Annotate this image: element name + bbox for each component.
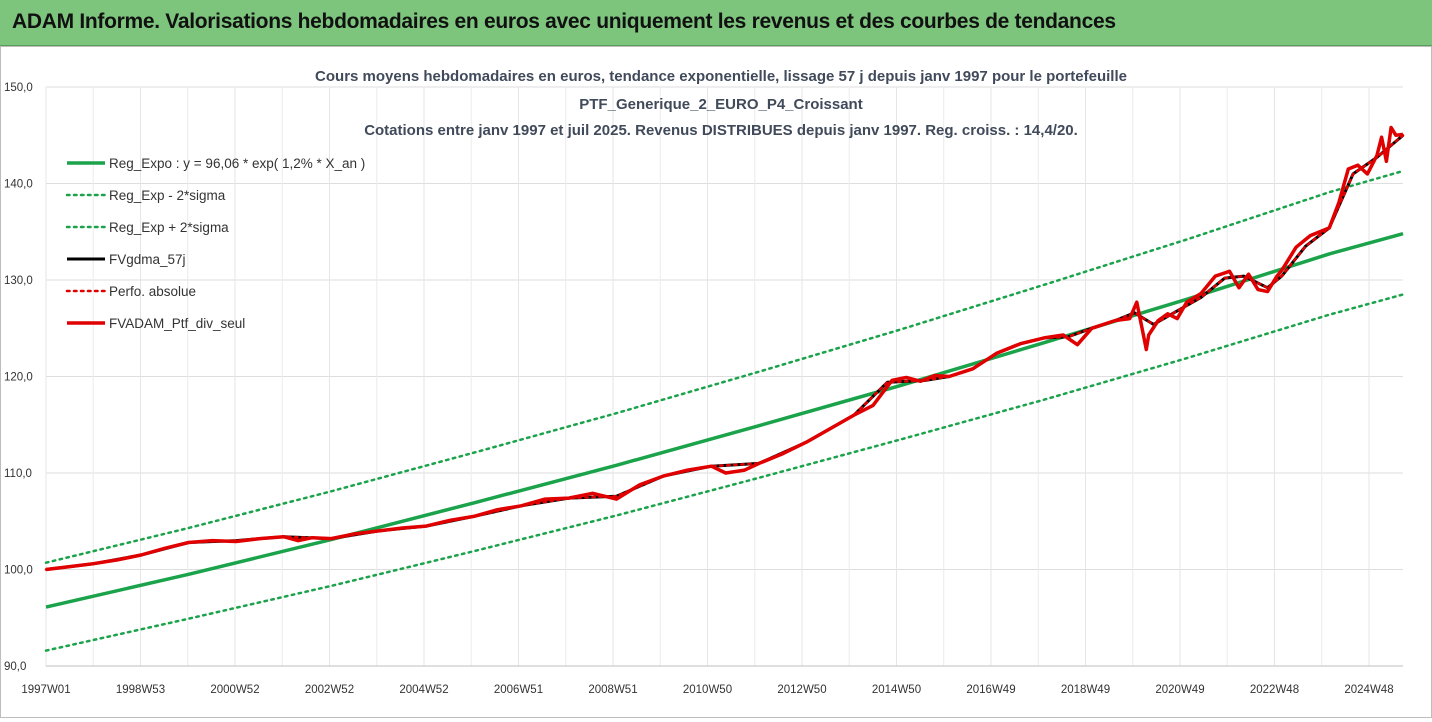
chart-title-line-2: PTF_Generique_2_EURO_P4_Croissant (579, 96, 862, 113)
series-line-4 (44, 134, 1405, 571)
y-tick-label: 110,0 (4, 468, 32, 480)
series-line-3 (45, 134, 1404, 571)
x-tick-label: 2024W48 (1344, 684, 1393, 696)
y-tick-label: 100,0 (4, 565, 33, 577)
grid-layer (45, 86, 1403, 667)
x-tick-label: 1997W01 (21, 684, 70, 696)
chart-frame: 90,0 100,0 110,0 120,0 130,0 140,0 150,0 1997W0… (0, 46, 1432, 718)
series-line-1 (44, 293, 1405, 652)
x-tick-label: 2012W50 (777, 684, 826, 696)
x-tick-label: 1998W53 (116, 684, 165, 696)
x-tick-label: 2016W49 (966, 684, 1015, 696)
x-tick-label: 2018W49 (1061, 684, 1110, 696)
x-tick-label: 2000W52 (210, 684, 259, 696)
series-layer (44, 125, 1405, 652)
x-tick-label: 2004W52 (399, 684, 448, 696)
x-tick-label: 2008W51 (588, 684, 637, 696)
line-chart: 90,0 100,0 110,0 120,0 130,0 140,0 150,0 1997W0… (4, 68, 1405, 696)
chart-title-line-1: Cours moyens hebdomadaires en euros, ten… (315, 68, 1127, 85)
x-tick-label: 2022W48 (1250, 684, 1299, 696)
report-title: ADAM Informe. Valorisations hebdomadaire… (12, 10, 1116, 33)
legend-label: Reg_Exp + 2*sigma (109, 220, 229, 235)
chart-title: Cours moyens hebdomadaires en euros, ten… (315, 68, 1127, 139)
chart-title-line-3: Cotations entre janv 1997 et juil 2025. … (364, 122, 1078, 139)
x-tick-label: 2006W51 (494, 684, 543, 696)
x-tick-label: 2014W50 (872, 684, 921, 696)
x-tick-label: 2020W49 (1155, 684, 1204, 696)
axis-layer: 90,0 100,0 110,0 120,0 130,0 140,0 150,0 1997W0… (4, 82, 1403, 696)
series-line-2 (44, 169, 1405, 564)
y-tick-label: 90,0 (4, 661, 26, 673)
legend-label: FVADAM_Ptf_div_seul (109, 316, 245, 331)
legend-label: Reg_Exp - 2*sigma (109, 188, 226, 203)
legend-label: Reg_Expo : y = 96,06 * exp( 1,2% * X_an … (109, 156, 365, 171)
chart-legend: Reg_Expo : y = 96,06 * exp( 1,2% * X_an … (65, 156, 365, 331)
series-line-0 (45, 232, 1404, 609)
legend-label: Perfo. absolue (109, 284, 196, 299)
x-tick-label: 2002W52 (305, 684, 354, 696)
y-tick-label: 140,0 (4, 179, 33, 191)
y-tick-label: 120,0 (4, 372, 33, 384)
y-tick-label: 130,0 (4, 275, 33, 287)
report-banner: ADAM Informe. Valorisations hebdomadaire… (0, 0, 1432, 46)
y-tick-label: 150,0 (4, 82, 33, 94)
series-line-5 (45, 125, 1404, 572)
legend-label: FVgdma_57j (109, 252, 186, 267)
x-tick-label: 2010W50 (683, 684, 732, 696)
